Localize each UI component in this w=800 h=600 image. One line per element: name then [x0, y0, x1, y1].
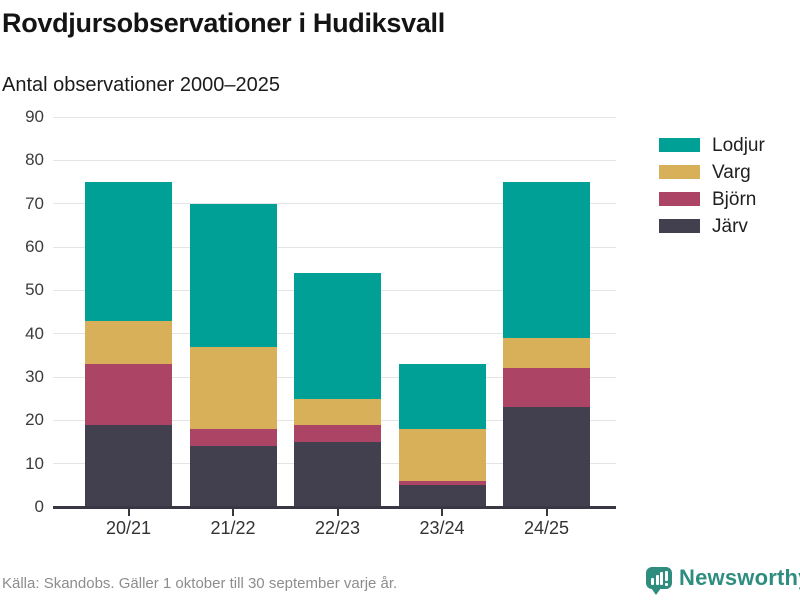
y-tick-label: 40 [25, 323, 44, 343]
bar-segment-björn [294, 424, 381, 442]
bar-segment-järv [294, 442, 381, 507]
bar-segment-järv [85, 424, 172, 507]
bar-segment-björn [189, 429, 277, 447]
x-tick-label: 21/22 [210, 518, 256, 538]
legend-swatch-lodjur [659, 138, 700, 152]
logo-bar-icon [660, 572, 663, 585]
legend-label: Björn [712, 189, 757, 210]
y-tick-label: 20 [25, 410, 44, 430]
bar-segment-lodjur [85, 182, 172, 321]
speech-bubble-tail [651, 588, 661, 595]
x-tick-label: 24/25 [523, 518, 570, 538]
x-tick [336, 508, 339, 516]
bar-segment-björn [398, 481, 486, 486]
y-tick-label: 70 [25, 193, 44, 213]
y-tick-label: 80 [25, 150, 44, 170]
newsworthy-speech-bubble-icon [646, 567, 672, 589]
x-tick-label: 23/24 [419, 518, 465, 538]
y-tick-label: 60 [25, 237, 44, 256]
x-tick [441, 508, 443, 516]
legend-swatch-varg [659, 165, 700, 179]
bar-segment-järv [398, 485, 486, 507]
x-axis-line [53, 505, 616, 509]
legend-swatch-järv [659, 219, 700, 233]
bar-segment-lodjur [398, 364, 486, 429]
y-tick-label: 0 [34, 497, 44, 516]
bar-segment-björn [503, 368, 590, 408]
gridline [53, 159, 616, 161]
brand-name: Newsworthy [679, 565, 800, 590]
legend-item-varg: Varg [659, 162, 799, 184]
page-title: Rovdjursobservationer i Hudiksvall [2, 8, 445, 38]
legend-item-järv: Järv [659, 216, 799, 238]
gridline [53, 203, 616, 205]
legend-item-lodjur: Lodjur [659, 135, 799, 157]
x-tick [232, 508, 234, 516]
logo-exclamation-icon [664, 571, 668, 581]
y-tick-label: 90 [25, 107, 44, 126]
x-tick [545, 508, 548, 516]
legend-item-björn: Björn [659, 189, 799, 211]
logo-bar-icon [651, 578, 654, 585]
source-note: Källa: Skandobs. Gäller 1 oktober till 3… [2, 575, 398, 592]
bar-segment-lodjur [189, 203, 277, 347]
x-tick-label: 22/23 [314, 518, 361, 538]
legend-label: Varg [712, 162, 751, 183]
bar-segment-järv [189, 446, 277, 507]
x-tick-label: 20/21 [105, 518, 152, 538]
gridline [53, 116, 616, 118]
logo-exclamation-dot-icon [664, 583, 668, 586]
y-tick-label: 10 [25, 453, 44, 473]
logo-bar-icon [655, 575, 659, 585]
y-tick-label: 30 [25, 367, 44, 386]
bar-segment-björn [85, 364, 172, 425]
bar-segment-varg [189, 346, 277, 429]
bar-segment-lodjur [503, 182, 590, 338]
bar-segment-varg [503, 338, 590, 369]
bar-segment-järv [503, 407, 590, 507]
legend-swatch-björn [659, 192, 700, 206]
legend-label: Lodjur [712, 135, 765, 156]
chart-subtitle: Antal observationer 2000–2025 [2, 74, 280, 96]
gridline [53, 246, 616, 248]
brand-logo: Newsworthy [645, 563, 800, 597]
bar-segment-lodjur [294, 273, 381, 399]
bar-segment-varg [294, 398, 381, 425]
legend-label: Järv [712, 216, 748, 237]
x-tick [127, 508, 130, 516]
bar-segment-varg [398, 429, 486, 481]
bar-segment-varg [85, 320, 172, 364]
y-tick-label: 50 [25, 280, 44, 300]
